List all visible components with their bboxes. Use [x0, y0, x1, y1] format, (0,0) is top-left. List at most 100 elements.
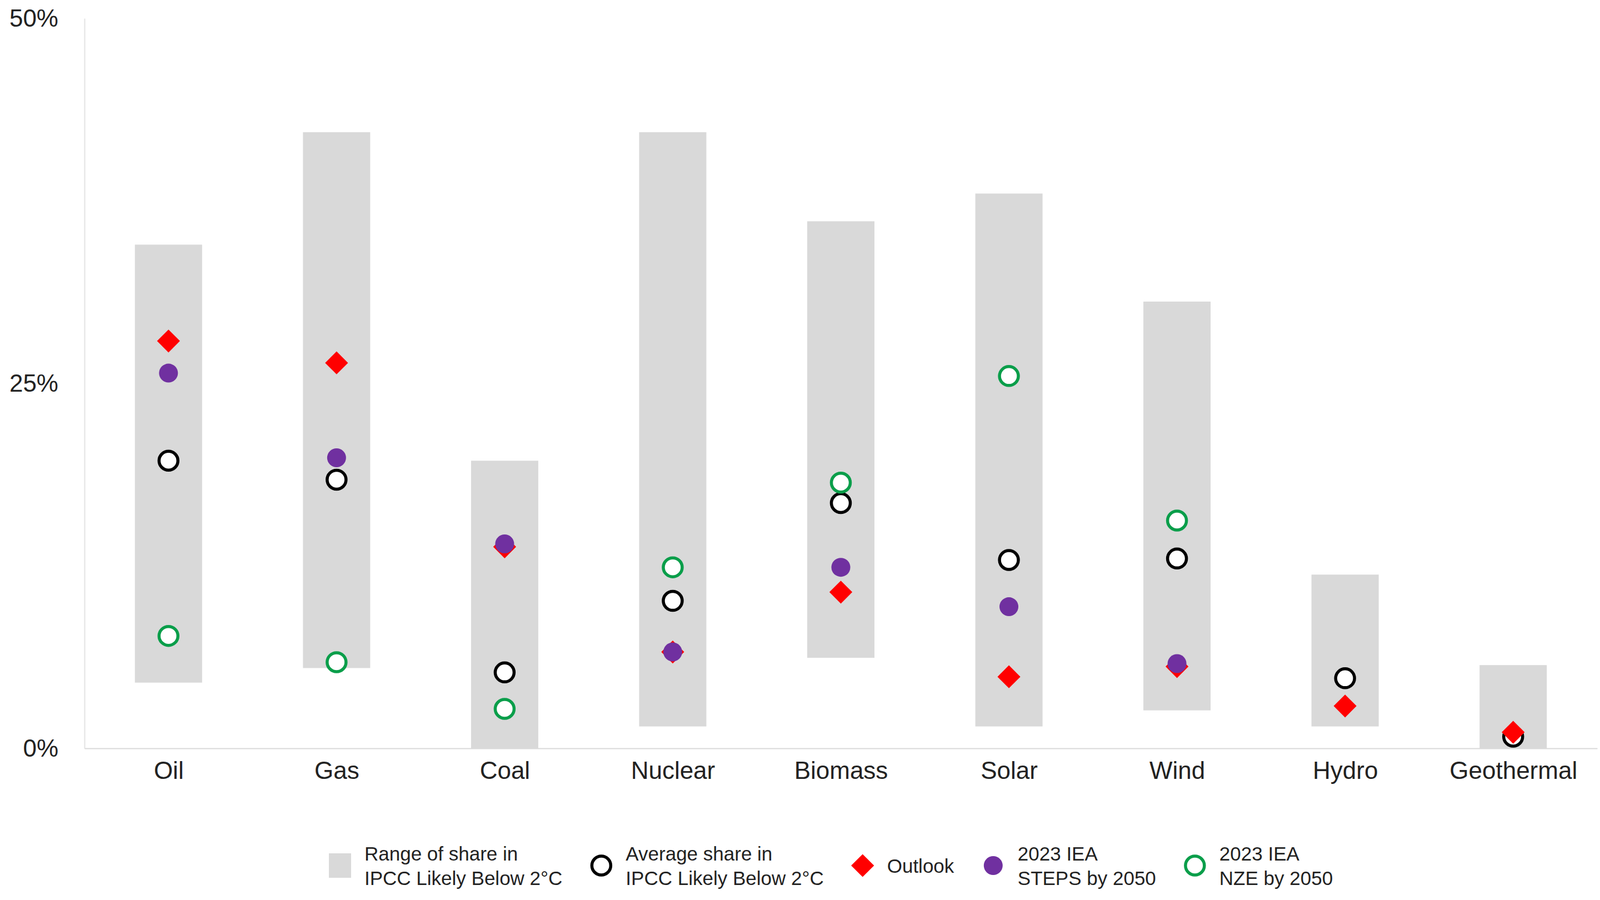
point	[327, 652, 347, 672]
point-symbol	[495, 662, 514, 682]
point	[831, 473, 851, 493]
legend-label: Average share inIPCC Likely Below 2°C	[625, 842, 824, 889]
point-symbol	[831, 557, 851, 577]
point	[1167, 511, 1187, 530]
point-symbol	[663, 642, 683, 662]
point	[158, 626, 178, 646]
y-tick-label: 25%	[9, 369, 59, 397]
x-tick: Nuclear	[631, 748, 716, 784]
x-tick-label: Coal	[480, 756, 531, 784]
y-tick-label: 50%	[9, 4, 59, 32]
x-tick-label: Gas	[314, 756, 360, 784]
y-axis: 0% 25% 50%	[9, 4, 85, 762]
legend-label-line: IPCC Likely Below 2°C	[364, 867, 563, 889]
point-symbol	[1333, 694, 1357, 718]
point	[663, 642, 683, 662]
point-symbol	[1167, 548, 1187, 568]
point-symbol	[999, 597, 1019, 617]
y-tick: 25%	[9, 369, 85, 397]
x-tick-label: Hydro	[1312, 756, 1378, 784]
plot-marks	[135, 132, 1547, 749]
legend-symbol	[851, 853, 874, 877]
legend-symbol	[1185, 856, 1205, 875]
chart: 0% 25% 50% Oil Gas Coal Nuclear Biomass Solar Win…	[0, 0, 1600, 900]
y-axis-line	[84, 18, 86, 749]
point	[1167, 548, 1187, 568]
legend-label-line: Outlook	[887, 855, 955, 877]
range-bar	[638, 132, 707, 727]
point-symbol	[327, 652, 347, 672]
x-tick: Oil	[153, 748, 184, 784]
legend-symbol-shape	[851, 853, 874, 877]
point-symbol	[158, 363, 178, 383]
legend: Range of share inIPCC Likely Below 2°C Av…	[328, 842, 1333, 889]
series-2	[157, 329, 1525, 744]
point-symbol	[495, 534, 514, 554]
legend-item: 2023 IEANZE by 2050	[1185, 842, 1333, 889]
legend-label-line: STEPS by 2050	[1017, 867, 1157, 889]
point	[999, 550, 1019, 570]
series-4	[158, 366, 1187, 719]
point	[997, 665, 1020, 689]
x-tick: Coal	[480, 748, 531, 784]
x-tick-label: Biomass	[794, 756, 889, 784]
legend-symbol	[591, 856, 611, 875]
point-symbol	[158, 451, 178, 470]
point	[999, 366, 1019, 386]
x-tick: Wind	[1149, 748, 1205, 784]
point-symbol	[1335, 668, 1355, 688]
range-bar	[1143, 301, 1211, 711]
x-tick: Gas	[314, 748, 360, 784]
point-symbol	[1167, 511, 1187, 530]
point	[325, 351, 348, 375]
point	[158, 451, 178, 470]
range-bar	[975, 193, 1043, 727]
x-tick-label: Solar	[980, 756, 1038, 784]
legend-item: Average share inIPCC Likely Below 2°C	[591, 842, 824, 889]
point-symbol	[495, 699, 514, 719]
point-symbol	[325, 351, 348, 375]
point-symbol	[157, 329, 180, 353]
legend-symbol-shape	[591, 856, 611, 875]
point	[663, 557, 683, 577]
x-tick-label: Wind	[1149, 756, 1205, 784]
point	[157, 329, 180, 353]
point	[1501, 720, 1525, 744]
point-symbol	[999, 366, 1019, 386]
point	[495, 534, 514, 554]
x-tick-label: Geothermal	[1449, 756, 1578, 784]
legend-symbol	[328, 853, 352, 878]
legend-label-line: 2023 IEA	[1017, 842, 1099, 865]
point	[327, 470, 347, 489]
legend-label: 2023 IEANZE by 2050	[1219, 842, 1333, 889]
legend-label: Range of share inIPCC Likely Below 2°C	[364, 842, 563, 889]
range-bar	[135, 244, 203, 683]
point	[661, 640, 684, 664]
point	[829, 580, 853, 604]
point	[1333, 694, 1357, 718]
point-symbol	[663, 591, 683, 611]
x-tick: Biomass	[794, 748, 889, 784]
point	[158, 363, 178, 383]
point-symbol	[829, 580, 853, 604]
x-tick-label: Nuclear	[631, 756, 716, 784]
point-symbol	[1167, 654, 1187, 674]
y-tick: 0%	[22, 734, 85, 762]
legend-symbol-shape	[1185, 856, 1205, 875]
point	[327, 448, 347, 468]
series-1	[158, 451, 1523, 747]
point-symbol	[663, 557, 683, 577]
point-symbol	[1501, 720, 1525, 744]
legend-symbol-shape	[328, 853, 352, 878]
point-symbol	[999, 550, 1019, 570]
range-bar	[471, 460, 539, 749]
x-tick-label: Oil	[153, 756, 184, 784]
legend-label-line: Range of share in	[364, 842, 518, 865]
point-symbol	[327, 470, 347, 489]
range-bar	[1311, 574, 1379, 727]
point-symbol	[997, 665, 1020, 689]
x-axis-line	[85, 748, 1598, 750]
x-tick: Geothermal	[1449, 748, 1578, 784]
y-tick: 50%	[9, 4, 85, 32]
point-symbol	[831, 473, 851, 493]
